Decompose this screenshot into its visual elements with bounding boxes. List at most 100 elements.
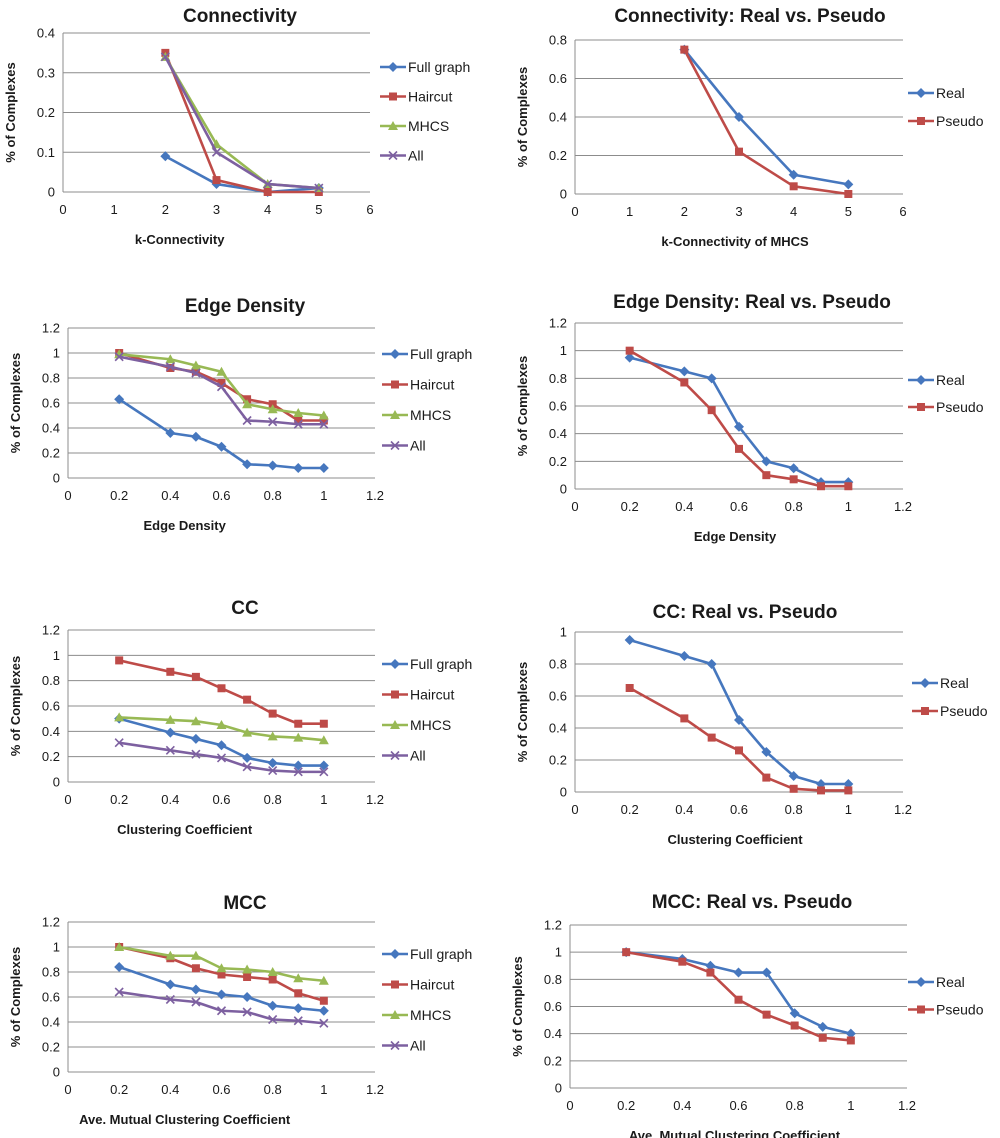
data-point-haircut — [294, 989, 303, 998]
y-tick-label: 0.4 — [42, 421, 60, 436]
legend-entry-all: All — [382, 1038, 426, 1054]
chart-panel-7: 0 0.2 0.4 0.6 0.8 1 1.2 0 0.2 0.4 0.6 0.8 1 1.2 MCC Ave… — [8, 893, 472, 1127]
x-tick-label: 0.2 — [621, 499, 639, 514]
y-tick-label: 1.2 — [544, 918, 562, 933]
data-point-pseudo — [680, 45, 689, 54]
data-point-pseudo — [790, 1021, 799, 1030]
y-tick-label: 0 — [53, 471, 60, 486]
marker-stroke — [263, 179, 273, 189]
legend-marker — [920, 678, 930, 688]
x-tick-label: 0.8 — [786, 1098, 804, 1113]
legend-entry-haircut: Haircut — [382, 977, 454, 993]
legend-entry-all: All — [380, 148, 424, 164]
legend-label: All — [410, 438, 426, 454]
marker-stroke — [191, 368, 201, 378]
x-tick-label: 0.2 — [621, 802, 639, 817]
legend-entry-haircut: Haircut — [382, 377, 454, 393]
legend-marker — [917, 1005, 925, 1014]
x-tick-label: 0.6 — [212, 488, 230, 503]
x-tick-label: 0.4 — [161, 488, 179, 503]
data-point-full-graph — [318, 463, 329, 473]
data-point-all — [216, 1006, 227, 1016]
chart-panel-8: 0 0.2 0.4 0.6 0.8 1 1.2 0 0.2 0.4 0.6 0.8 1 1.2 MCC: R… — [510, 892, 984, 1138]
legend-entry-mhcs: MHCS — [382, 1007, 451, 1023]
chart-panel-4: 0 0.2 0.4 0.6 0.8 1 1.2 0 0.2 0.4 0.6 0.8 1 1.2 Edge D… — [515, 292, 984, 544]
y-tick-label: 0.6 — [544, 999, 562, 1014]
data-point-all — [114, 352, 124, 362]
data-point-haircut — [217, 379, 226, 387]
data-point-all — [216, 382, 227, 392]
marker-stroke — [216, 1006, 227, 1016]
legend-label: Real — [940, 675, 969, 691]
data-point-real — [761, 747, 772, 757]
legend-marker — [390, 440, 400, 451]
data-point-haircut — [294, 719, 303, 728]
data-point-all — [242, 415, 252, 426]
legend-label: Pseudo — [936, 399, 984, 415]
marker-stroke — [390, 1040, 400, 1051]
data-point-mhcs — [318, 735, 329, 745]
series-line-pseudo — [683, 49, 849, 196]
x-tick-label: 1.2 — [894, 499, 912, 514]
y-tick-label: 1.2 — [42, 321, 60, 336]
data-point-pseudo — [817, 482, 825, 491]
y-tick-label: 0 — [560, 785, 567, 800]
y-tick-label: 0.3 — [37, 65, 55, 80]
legend-entry-mhcs: MHCS — [380, 118, 449, 134]
legend-label: MHCS — [408, 118, 449, 134]
y-tick-label: 0.4 — [549, 721, 567, 736]
data-point-all — [211, 147, 222, 157]
series-line-full-graph — [118, 398, 324, 470]
y-tick-label: 0.2 — [37, 105, 55, 120]
legend-marker — [390, 1040, 400, 1051]
legend-label: Real — [936, 85, 965, 101]
data-point-pseudo — [844, 190, 853, 198]
data-point-all — [191, 997, 201, 1007]
x-tick-label: 3 — [213, 202, 220, 217]
data-point-real — [789, 1008, 800, 1019]
marker-stroke — [216, 382, 227, 392]
series-full-graph — [114, 394, 329, 473]
data-point-full-graph — [242, 752, 253, 763]
y-tick-label: 1 — [53, 346, 60, 361]
legend-marker — [390, 949, 400, 959]
y-tick-label: 0.8 — [549, 657, 567, 672]
data-point-real — [733, 967, 744, 978]
marker-stroke — [268, 417, 278, 427]
x-tick-label: 1 — [320, 1082, 327, 1097]
data-point-pseudo — [707, 406, 716, 415]
y-tick-label: 0.8 — [42, 673, 60, 688]
x-axis-label: Clustering Coefficient — [117, 822, 253, 837]
series-mhcs — [114, 942, 329, 985]
y-tick-label: 0.6 — [42, 990, 60, 1005]
legend-label: Full graph — [410, 946, 472, 962]
data-point-full-graph — [242, 459, 253, 470]
marker-stroke — [165, 362, 175, 372]
data-point-mhcs — [216, 963, 227, 973]
x-tick-label: 0.2 — [110, 792, 128, 807]
x-tick-label: 1 — [847, 1098, 854, 1113]
legend-label: All — [410, 1038, 426, 1054]
chart-panel-2: 0 0.2 0.4 0.6 0.8 0 1 2 3 4 5 6 Connectivity: Real v… — [515, 6, 984, 249]
data-point-pseudo — [706, 968, 715, 977]
x-tick-label: 0.2 — [110, 488, 128, 503]
marker-stroke — [319, 767, 329, 777]
series-pseudo — [680, 45, 853, 198]
data-point-mhcs — [190, 716, 201, 726]
y-axis-label: % of Complexes — [8, 656, 23, 756]
data-point-full-graph — [216, 740, 227, 751]
x-axis-label: Edge Density — [143, 518, 226, 533]
y-tick-label: 0 — [560, 187, 567, 202]
marker-stroke — [293, 767, 303, 777]
series-haircut — [115, 656, 328, 728]
legend-marker — [388, 121, 398, 130]
x-tick-label: 0.6 — [212, 792, 230, 807]
y-tick-label: 1.2 — [42, 623, 60, 638]
data-point-full-graph — [190, 733, 201, 744]
data-point-haircut — [166, 667, 175, 676]
data-point-full-graph — [216, 989, 227, 1000]
legend-entry-real: Real — [908, 85, 965, 101]
legend-entry-real: Real — [908, 372, 965, 388]
legend-label: Haircut — [410, 687, 454, 703]
x-tick-label: 4 — [264, 202, 271, 217]
